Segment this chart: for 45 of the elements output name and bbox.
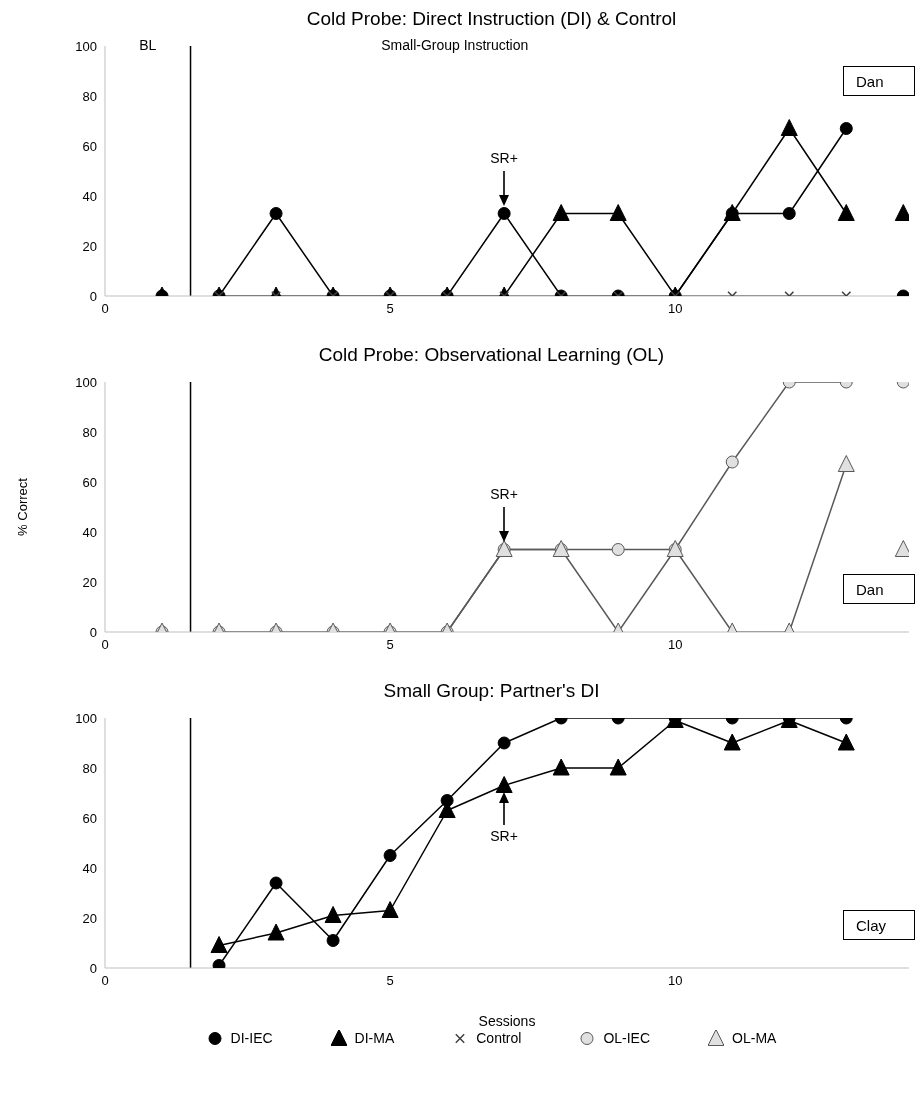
y-tick-label: 40	[82, 860, 97, 876]
chart-title: Cold Probe: Observational Learning (OL)	[317, 343, 666, 367]
y-tick-label: 80	[82, 760, 97, 776]
y-tick-label: 100	[75, 38, 97, 54]
y-tick-label: 100	[75, 374, 97, 390]
y-tick-label: 40	[82, 188, 97, 204]
y-tick-label: 60	[82, 138, 97, 154]
y-tick-label: 20	[82, 910, 97, 926]
y-axis-title: % Correct	[14, 477, 30, 536]
annotation: SR+	[490, 486, 518, 502]
x-tick-label: 0	[101, 301, 109, 317]
x-axis-title: Sessions	[478, 1013, 536, 1029]
chart-title: Small Group: Partner's DI	[382, 679, 601, 703]
y-tick-label: 100	[75, 710, 97, 726]
x-tick-label: 10	[667, 301, 683, 317]
annotation: Dan	[843, 66, 915, 96]
annotation: Small-Group Instruction	[381, 37, 529, 53]
y-tick-label: 40	[82, 524, 97, 540]
y-tick-label: 0	[89, 960, 97, 976]
chart-title: Cold Probe: Direct Instruction (DI) & Control	[305, 8, 678, 31]
annotation: Clay	[843, 910, 915, 940]
y-tick-label: 60	[82, 810, 97, 826]
y-tick-label: 0	[89, 288, 97, 304]
x-tick-label: 5	[386, 301, 394, 317]
annotation: SR+	[490, 150, 518, 166]
legend-label: DI-MA	[354, 1030, 395, 1046]
legend-label: Control	[476, 1030, 522, 1046]
y-tick-label: 60	[82, 474, 97, 490]
x-tick-label: 0	[101, 973, 109, 989]
legend-label: OL-IEC	[603, 1030, 651, 1046]
legend-label: DI-IEC	[230, 1030, 273, 1046]
y-tick-label: 0	[89, 624, 97, 640]
y-tick-label: 20	[82, 574, 97, 590]
annotation: SR+	[490, 828, 518, 844]
x-tick-label: 0	[101, 637, 109, 653]
x-tick-label: 10	[667, 637, 683, 653]
y-tick-label: 80	[82, 424, 97, 440]
legend-label: OL-MA	[732, 1030, 777, 1046]
y-tick-label: 20	[82, 238, 97, 254]
annotation: Dan	[843, 574, 915, 604]
x-tick-label: 5	[386, 973, 394, 989]
x-tick-label: 5	[386, 637, 394, 653]
y-tick-label: 80	[82, 88, 97, 104]
x-tick-label: 10	[667, 973, 683, 989]
annotation: BL	[139, 37, 157, 53]
